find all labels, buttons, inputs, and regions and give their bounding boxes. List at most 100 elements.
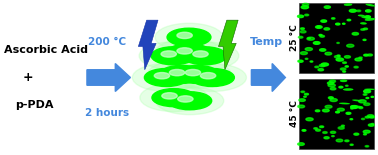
Circle shape xyxy=(345,140,349,142)
Circle shape xyxy=(144,69,188,86)
Circle shape xyxy=(151,47,195,65)
Ellipse shape xyxy=(339,103,350,104)
Circle shape xyxy=(336,111,339,113)
Circle shape xyxy=(367,54,372,56)
Circle shape xyxy=(315,110,320,112)
Circle shape xyxy=(185,69,201,76)
Circle shape xyxy=(147,60,215,88)
Circle shape xyxy=(305,48,313,51)
Ellipse shape xyxy=(340,80,347,82)
Circle shape xyxy=(350,144,353,145)
Circle shape xyxy=(322,109,329,112)
Circle shape xyxy=(359,107,363,109)
Circle shape xyxy=(343,71,345,72)
Circle shape xyxy=(152,89,196,107)
Text: 25 °C: 25 °C xyxy=(290,25,299,51)
Circle shape xyxy=(178,96,193,102)
Circle shape xyxy=(372,123,374,124)
Circle shape xyxy=(330,99,337,102)
Circle shape xyxy=(301,6,308,9)
Circle shape xyxy=(330,88,336,90)
Ellipse shape xyxy=(358,15,365,17)
Circle shape xyxy=(324,137,329,139)
Circle shape xyxy=(155,23,223,51)
Circle shape xyxy=(318,69,324,71)
Circle shape xyxy=(347,44,354,47)
Circle shape xyxy=(299,99,305,101)
Circle shape xyxy=(313,42,320,44)
Circle shape xyxy=(330,131,336,133)
Circle shape xyxy=(320,49,326,51)
Circle shape xyxy=(328,97,333,99)
Text: +: + xyxy=(23,71,33,84)
Circle shape xyxy=(359,57,362,58)
Circle shape xyxy=(169,69,185,76)
Circle shape xyxy=(140,84,208,112)
Circle shape xyxy=(319,34,322,36)
Circle shape xyxy=(335,55,340,58)
Ellipse shape xyxy=(360,22,367,25)
Circle shape xyxy=(351,108,353,109)
Circle shape xyxy=(156,87,224,115)
Circle shape xyxy=(363,130,370,133)
Circle shape xyxy=(369,116,374,118)
Circle shape xyxy=(314,128,318,129)
Text: 45 °C: 45 °C xyxy=(290,100,299,127)
Circle shape xyxy=(369,124,374,126)
Circle shape xyxy=(177,32,192,39)
Circle shape xyxy=(329,80,336,82)
Ellipse shape xyxy=(365,18,375,21)
Circle shape xyxy=(183,47,227,65)
Circle shape xyxy=(160,65,203,83)
Circle shape xyxy=(298,143,304,145)
Text: Temp: Temp xyxy=(250,37,284,47)
Circle shape xyxy=(364,90,370,93)
Circle shape xyxy=(365,16,370,18)
Circle shape xyxy=(324,6,330,8)
Circle shape xyxy=(200,73,216,79)
Circle shape xyxy=(298,36,303,38)
Circle shape xyxy=(340,68,346,70)
Text: p-PDA: p-PDA xyxy=(15,100,54,110)
Circle shape xyxy=(171,42,239,70)
Ellipse shape xyxy=(344,3,352,6)
Circle shape xyxy=(364,103,370,105)
Circle shape xyxy=(327,82,334,84)
Polygon shape xyxy=(218,20,238,70)
Circle shape xyxy=(178,64,246,91)
Circle shape xyxy=(319,64,325,67)
Circle shape xyxy=(317,26,321,28)
Circle shape xyxy=(350,119,353,120)
Circle shape xyxy=(336,58,344,61)
Ellipse shape xyxy=(364,89,375,90)
Circle shape xyxy=(310,61,313,62)
FancyArrow shape xyxy=(87,64,130,91)
Circle shape xyxy=(352,33,358,35)
Circle shape xyxy=(301,52,307,55)
Circle shape xyxy=(337,108,344,111)
Circle shape xyxy=(347,19,351,21)
Circle shape xyxy=(162,93,177,99)
Circle shape xyxy=(337,55,340,56)
Circle shape xyxy=(367,115,373,117)
Ellipse shape xyxy=(366,4,375,7)
Circle shape xyxy=(308,38,310,39)
FancyArrow shape xyxy=(251,64,285,91)
Circle shape xyxy=(154,73,170,79)
Circle shape xyxy=(300,31,306,33)
Circle shape xyxy=(298,105,305,108)
Circle shape xyxy=(345,66,348,67)
Bar xyxy=(299,79,374,149)
Circle shape xyxy=(321,20,327,22)
Circle shape xyxy=(371,96,373,97)
Circle shape xyxy=(365,146,369,147)
Circle shape xyxy=(320,35,324,37)
Circle shape xyxy=(344,56,350,58)
Circle shape xyxy=(191,69,234,86)
Circle shape xyxy=(363,39,366,40)
Circle shape xyxy=(328,84,335,87)
Circle shape xyxy=(325,52,332,55)
Ellipse shape xyxy=(361,16,370,19)
Circle shape xyxy=(325,105,332,108)
Circle shape xyxy=(167,44,211,62)
